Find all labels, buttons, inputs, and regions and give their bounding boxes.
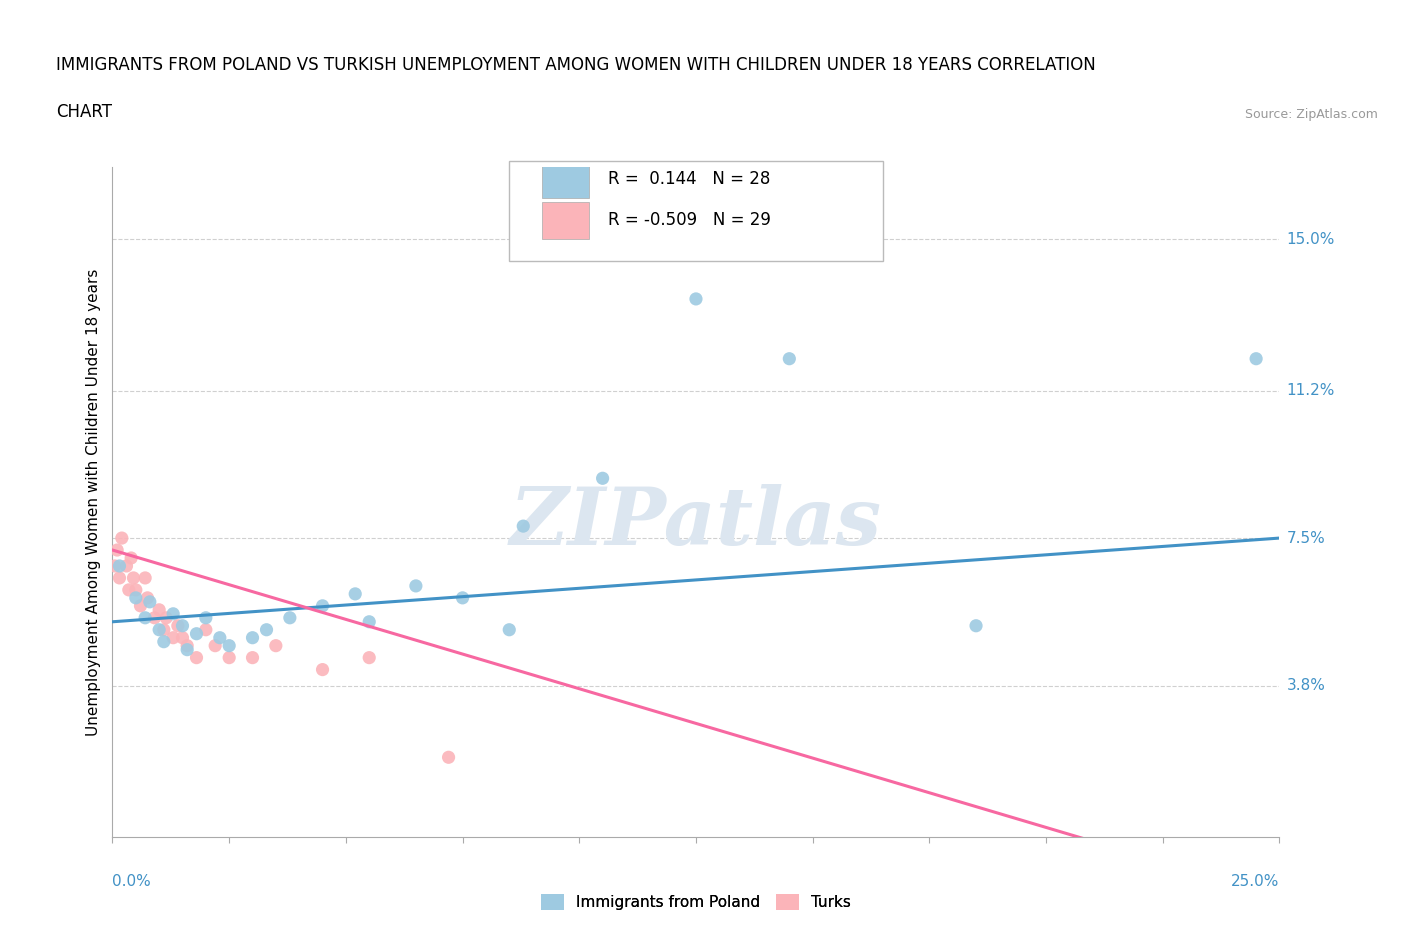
Point [685,291,707,306]
Point [778,352,800,366]
Point [218,638,240,653]
Text: ZIPatlas: ZIPatlas [510,484,882,561]
Point [176,638,198,653]
Point [148,603,170,618]
FancyBboxPatch shape [509,161,883,261]
Point [162,631,184,645]
Point [437,750,460,764]
Y-axis label: Unemployment Among Women with Children Under 18 years: Unemployment Among Women with Children U… [86,269,101,736]
Point [186,650,208,665]
Point [512,519,534,534]
Point [1244,352,1267,366]
Point [194,610,217,625]
Text: CHART: CHART [56,103,112,121]
Legend: Immigrants from Poland, Turks: Immigrants from Poland, Turks [536,888,856,916]
Point [129,598,152,613]
Point [359,615,381,630]
Text: R =  0.144   N = 28: R = 0.144 N = 28 [609,170,770,189]
Point [344,587,367,602]
Point [256,622,278,637]
Bar [541,202,589,239]
Point [311,598,333,613]
Point [143,610,166,625]
Point [118,582,141,597]
Point [242,631,264,645]
Point [204,638,226,653]
Point [172,631,194,645]
Point [359,650,381,665]
Point [176,643,198,658]
Point [153,634,176,649]
Text: 15.0%: 15.0% [1286,232,1334,246]
Point [105,542,128,557]
Point [136,591,159,605]
Text: 25.0%: 25.0% [1232,874,1279,889]
Text: 3.8%: 3.8% [1286,678,1326,693]
Point [148,622,170,637]
Point [155,610,177,625]
Point [108,559,131,574]
Text: R = -0.509   N = 29: R = -0.509 N = 29 [609,211,772,230]
Point [172,618,194,633]
Point [134,570,156,585]
Point [278,610,301,625]
Point [451,591,474,605]
Point [498,622,520,637]
Point [592,471,614,485]
Point [122,570,145,585]
Text: 0.0%: 0.0% [112,874,152,889]
Point [311,662,333,677]
Point [115,559,138,574]
Point [242,650,264,665]
Bar [541,161,589,198]
Point [104,559,127,574]
Point [111,531,134,546]
Text: IMMIGRANTS FROM POLAND VS TURKISH UNEMPLOYMENT AMONG WOMEN WITH CHILDREN UNDER 1: IMMIGRANTS FROM POLAND VS TURKISH UNEMPL… [56,57,1097,74]
Point [125,582,148,597]
Point [139,594,162,609]
Point [186,626,208,641]
Point [264,638,287,653]
Point [108,570,131,585]
Point [166,618,188,633]
Text: 7.5%: 7.5% [1286,531,1326,546]
Point [162,606,184,621]
Point [125,591,148,605]
Point [194,622,217,637]
Point [405,578,427,593]
Point [153,622,176,637]
Point [218,650,240,665]
Point [208,631,231,645]
Text: 11.2%: 11.2% [1286,383,1334,398]
Point [965,618,987,633]
Point [120,551,142,565]
Point [134,610,156,625]
Text: Source: ZipAtlas.com: Source: ZipAtlas.com [1244,108,1378,121]
